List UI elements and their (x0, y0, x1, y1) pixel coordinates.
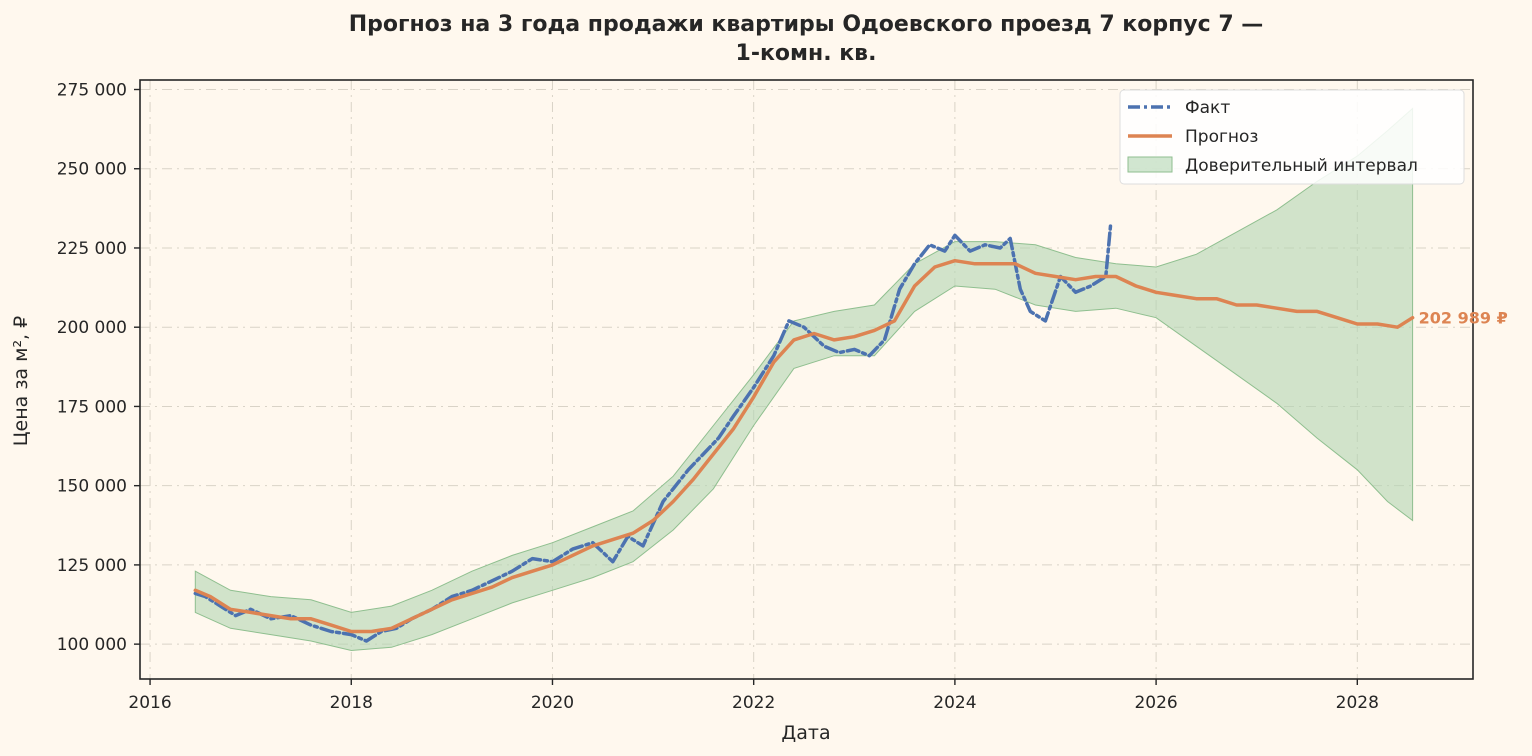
y-tick-label: 250 000 (57, 160, 127, 180)
x-tick-label: 2026 (1134, 693, 1177, 713)
x-axis-label: Дата (781, 722, 830, 744)
legend-box (1119, 89, 1465, 185)
x-tick-label: 2022 (732, 693, 775, 713)
legend: Факт Прогноз Доверительный интервал (1119, 89, 1465, 185)
y-tick-label: 275 000 (57, 81, 127, 101)
legend-forecast-label: Прогноз (1185, 127, 1258, 147)
confidence-interval-band (194, 107, 1414, 652)
x-tick-label: 2016 (128, 693, 171, 713)
y-axis-label: Цена за м², ₽ (10, 316, 32, 446)
legend-fact-label: Факт (1185, 98, 1230, 118)
legend-interval-swatch (1127, 156, 1173, 173)
y-tick-label: 100 000 (57, 635, 127, 655)
chart-title-line1: Прогноз на 3 года продажи квартиры Одоев… (349, 12, 1264, 37)
plot-area (193, 107, 1415, 652)
x-tick-label: 2028 (1336, 693, 1379, 713)
y-tick-label: 175 000 (57, 397, 127, 417)
y-tick-label: 225 000 (57, 239, 127, 259)
forecast-end-value-label: 202 989 ₽ (1419, 309, 1508, 328)
axis-ticks: 2016 2018 2020 2022 2024 2026 2028 100 000 125 0… (57, 81, 1379, 713)
legend-interval-label: Доверительный интервал (1185, 156, 1418, 176)
y-tick-label: 150 000 (57, 477, 127, 497)
x-tick-label: 2024 (933, 693, 976, 713)
y-tick-label: 125 000 (57, 556, 127, 576)
chart-title-line2: 1-комн. кв. (736, 41, 877, 66)
x-tick-label: 2020 (531, 693, 574, 713)
y-tick-label: 200 000 (57, 318, 127, 338)
forecast-series-line (193, 258, 1415, 634)
plot-frame (139, 79, 1474, 680)
x-tick-label: 2018 (330, 693, 373, 713)
fact-series-line (193, 220, 1113, 643)
